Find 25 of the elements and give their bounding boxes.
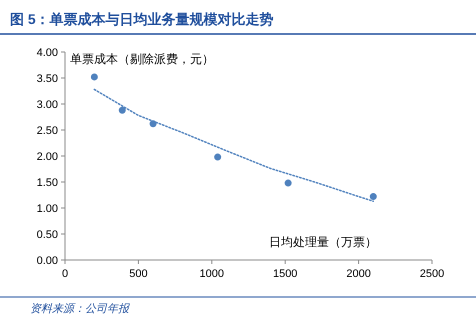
point [214,154,222,161]
x-tick-label: 1000 [200,268,224,280]
y-tick-label: 4.00 [36,47,58,59]
y-tick-label: 0.00 [36,255,58,267]
x-tick-label: 500 [129,268,148,280]
chart-title: 图 5：单票成本与日均业务量规模对比走势 [10,11,274,27]
y-tick-label: 1.00 [36,203,58,215]
y-axis-title: 单票成本（剔除派费，元） [70,52,214,66]
point [284,180,292,187]
text: 资料来源：公司年报 [30,302,130,315]
line-series [94,88,374,202]
x-tick-label: 0 [62,268,68,280]
x-tick-label: 1500 [272,268,298,280]
point [90,73,98,80]
point [118,106,126,114]
y-tick-label: 3.00 [36,99,58,111]
y-tick-label: 1.50 [36,177,58,189]
x-tick-label: 2500 [420,268,444,280]
y-tick-label: 0.50 [36,229,58,241]
y-tick-label: 2.00 [36,151,58,163]
y-tick-label: 2.50 [36,125,58,137]
y-tick-label: 3.50 [36,73,58,85]
point [370,193,377,200]
x-axis-title: 日均处理量（万票） [268,235,377,249]
x-tick-label: 2000 [346,268,371,280]
